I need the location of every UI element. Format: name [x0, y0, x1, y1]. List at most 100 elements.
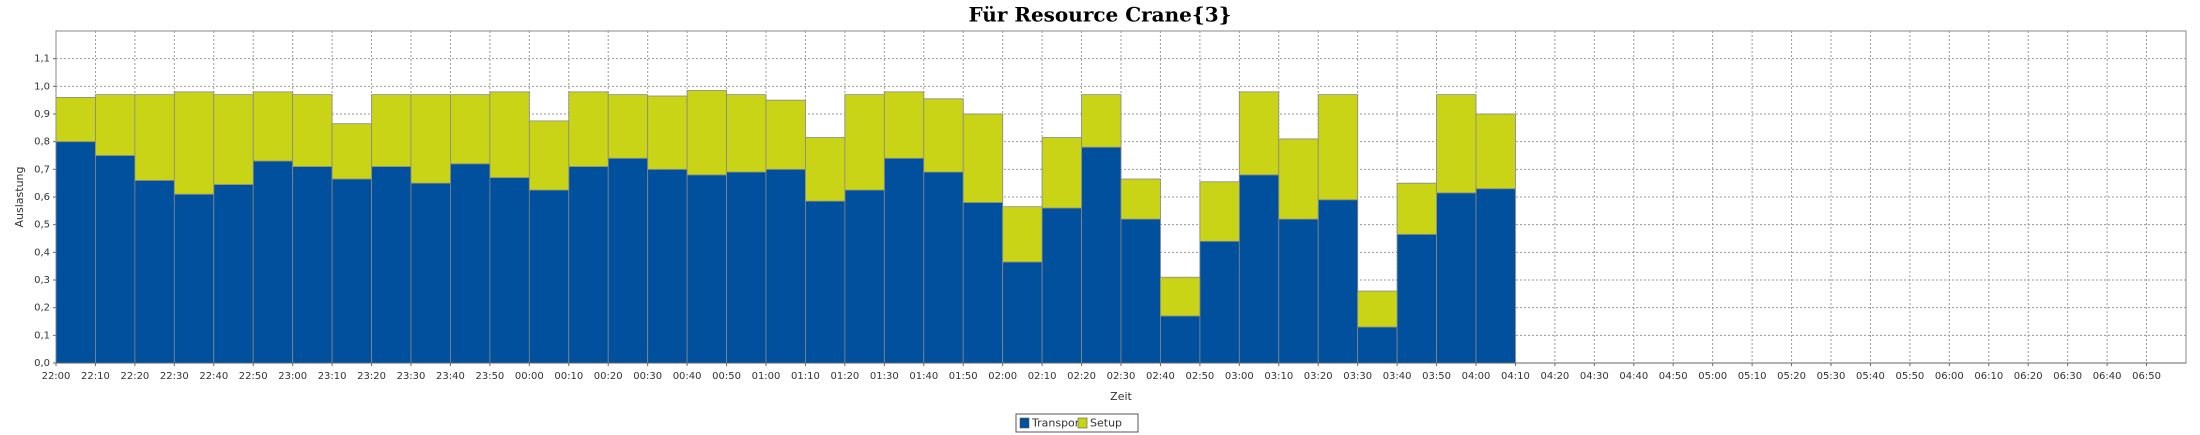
bar-segment [1041, 207, 1082, 364]
x-tick-label: 03:30 [1343, 371, 1372, 382]
x-tick-label: 02:30 [1107, 371, 1136, 382]
bar-segment [528, 120, 570, 191]
bar-segment [1396, 182, 1437, 235]
y-tick-label: 0,1 [34, 330, 50, 341]
y-tick-label: 0,5 [34, 220, 50, 231]
bar-segment [55, 141, 96, 364]
bar-segment [765, 168, 806, 364]
x-tick-label: 22:30 [160, 371, 189, 382]
bar-segment [450, 163, 491, 364]
bar-segment [1238, 91, 1280, 176]
y-tick-label: 0,0 [34, 358, 50, 369]
x-tick-label: 06:10 [1974, 371, 2003, 382]
bar-segment [1081, 146, 1122, 364]
bar-segment [213, 94, 254, 185]
bar-segment [923, 98, 964, 173]
x-tick-label: 02:40 [1146, 371, 1175, 382]
bar-segment [331, 123, 372, 180]
bar-segment [1199, 181, 1240, 242]
x-tick-label: 22:00 [42, 371, 71, 382]
x-tick-label: 03:00 [1225, 371, 1254, 382]
bar-segment [489, 91, 530, 179]
bar-segment [1081, 94, 1122, 148]
x-tick-label: 04:00 [1462, 371, 1491, 382]
x-tick-label: 03:50 [1422, 371, 1451, 382]
bar-segment [1278, 138, 1319, 220]
bar-segment [1120, 178, 1161, 220]
bar-segment [844, 189, 885, 364]
y-tick-label: 0,2 [34, 303, 50, 314]
y-tick-label: 0,8 [34, 137, 50, 148]
bar-segment [686, 174, 727, 364]
x-tick-label: 00:10 [554, 371, 583, 382]
x-tick-label: 23:10 [318, 371, 347, 382]
bar-segment [1041, 137, 1082, 209]
bar-segment [1238, 174, 1280, 364]
bar-segment [1160, 276, 1201, 317]
x-tick-label: 00:50 [712, 371, 741, 382]
bar-segment [55, 97, 96, 143]
x-tick-label: 06:00 [1935, 371, 1964, 382]
bar-segment [292, 94, 333, 167]
bar-segment [1396, 233, 1437, 364]
x-tick-label: 23:00 [278, 371, 307, 382]
x-tick-label: 04:30 [1580, 371, 1609, 382]
x-axis-label: Zeit [1110, 390, 1132, 403]
bar-segment [1475, 113, 1516, 190]
bar-segment [371, 94, 412, 167]
bar-segment [883, 91, 925, 159]
x-tick-label: 04:40 [1619, 371, 1648, 382]
x-tick-label: 03:40 [1383, 371, 1412, 382]
bar-segment [962, 202, 1004, 364]
x-tick-label: 23:20 [357, 371, 386, 382]
x-tick-label: 23:40 [436, 371, 465, 382]
bar-segment [1357, 290, 1398, 328]
x-tick-label: 01:40 [909, 371, 938, 382]
x-tick-label: 05:30 [1817, 371, 1846, 382]
x-tick-label: 01:10 [791, 371, 820, 382]
bar-segment [1120, 218, 1161, 364]
bar-segment [173, 91, 215, 195]
x-tick-label: 02:10 [1028, 371, 1057, 382]
bar-segment [528, 189, 570, 364]
x-tick-label: 22:50 [239, 371, 268, 382]
x-tick-label: 05:40 [1856, 371, 1885, 382]
x-tick-label: 01:30 [870, 371, 899, 382]
bar-segment [1317, 199, 1359, 364]
x-tick-label: 06:30 [2053, 371, 2082, 382]
bar-segment [647, 168, 688, 364]
bar-segment [1199, 240, 1240, 364]
bar-segment [1436, 192, 1477, 364]
bar-segment [292, 166, 333, 364]
x-tick-label: 23:30 [397, 371, 426, 382]
bar-segment [647, 95, 688, 170]
legend-swatch [1077, 417, 1088, 429]
x-tick-label: 06:20 [2014, 371, 2043, 382]
legend-label: Setup [1090, 417, 1122, 430]
bar-segment [134, 94, 175, 181]
bar-segment [962, 113, 1004, 203]
bar-segment [1278, 218, 1319, 364]
x-tick-label: 04:20 [1540, 371, 1569, 382]
x-tick-label: 00:20 [594, 371, 623, 382]
bar-segment [1436, 94, 1477, 194]
x-tick-label: 00:40 [673, 371, 702, 382]
bar-segment [410, 182, 451, 364]
x-tick-label: 06:50 [2132, 371, 2161, 382]
legend-label: Transport [1031, 417, 1084, 430]
x-tick-label: 00:30 [633, 371, 662, 382]
y-axis-label: Auslastung [13, 167, 26, 228]
bar-segment [805, 200, 846, 364]
bar-segment [568, 91, 609, 167]
bar-segment [844, 94, 885, 191]
bar-segment [805, 137, 846, 202]
bar-segment [134, 179, 175, 364]
x-tick-label: 01:50 [949, 371, 978, 382]
chart-title: Für Resource Crane{3} [968, 3, 1231, 27]
x-tick-label: 22:20 [120, 371, 149, 382]
bar-segment [726, 94, 767, 173]
bar-segment [607, 94, 649, 159]
bar-segment [1317, 94, 1359, 201]
y-tick-label: 0,7 [34, 164, 50, 175]
